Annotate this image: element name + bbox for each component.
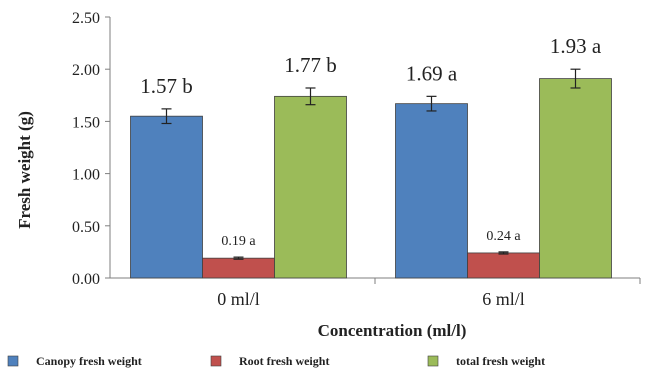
data-label: 1.93 a <box>550 34 602 58</box>
y-axis-title: Fresh weight (g) <box>15 111 34 229</box>
bar <box>467 252 540 279</box>
x-tick-label: 0 ml/l <box>217 289 260 309</box>
legend-swatch <box>427 355 439 367</box>
x-tick-label: 6 ml/l <box>482 289 525 309</box>
legend-label: total fresh weight <box>456 354 545 368</box>
x-axis-title: Concentration (ml/l) <box>318 321 467 340</box>
axes: 0.00 0.50 1.00 1.50 2.00 2.50 0 ml/l 6 ml/l <box>72 10 641 309</box>
y-tick-label: 1.50 <box>72 114 100 131</box>
data-labels: 1.57 b 1.69 a 0.19 a 0.24 a 1.77 b 1.93 a <box>140 34 602 249</box>
legend: Canopy fresh weight Root fresh weight tota… <box>7 354 545 368</box>
bar <box>130 115 203 279</box>
legend-label: Root fresh weight <box>239 354 329 368</box>
y-tick-label: 0.50 <box>72 219 100 236</box>
bar <box>539 78 612 279</box>
y-tick-label: 2.50 <box>72 10 100 27</box>
legend-swatch <box>210 355 222 367</box>
bar <box>274 95 347 279</box>
bar <box>395 103 468 279</box>
y-tick-label: 2.00 <box>72 62 100 79</box>
y-tick-label: 1.00 <box>72 167 100 184</box>
bar <box>202 257 275 279</box>
data-label: 1.77 b <box>284 53 337 77</box>
legend-label: Canopy fresh weight <box>36 354 142 368</box>
data-label: 1.57 b <box>140 74 193 98</box>
legend-swatch <box>7 355 19 367</box>
y-tick-label: 0.00 <box>72 271 100 288</box>
data-label: 1.69 a <box>406 61 458 85</box>
data-label: 0.19 a <box>221 234 256 249</box>
bars <box>130 68 612 279</box>
data-label: 0.24 a <box>486 229 521 244</box>
